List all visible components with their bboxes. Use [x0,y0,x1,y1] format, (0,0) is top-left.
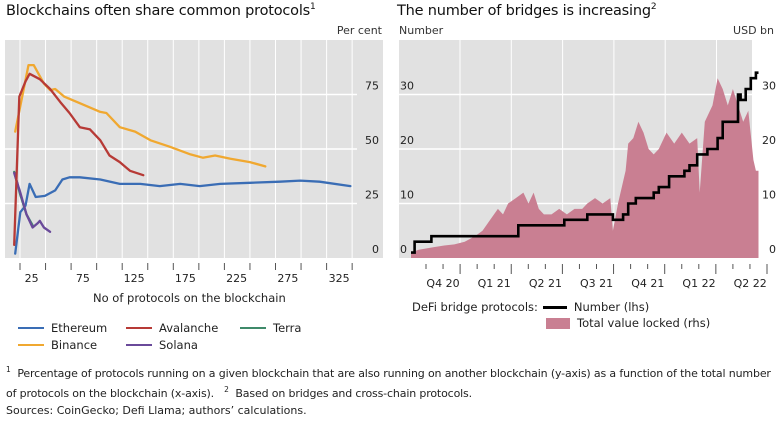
left-chart-title: Blockchains often share common protocols… [6,2,316,19]
legend-swatch-solana [126,343,152,347]
right-y-left-tick-label: 0 [400,243,407,256]
left-x-tick-label: 125 [124,272,145,285]
legend-swatch-terra [240,326,266,330]
series-line-number [411,71,759,254]
left-chart: 0 25 50 75 25 75 125 175 225 275 325 [5,40,383,285]
right-y-right-tick-label: 30 [762,80,776,93]
right-x-tick-label: Q4 21 [631,277,664,290]
legend-item-tvl: Total value locked (rhs) [546,316,710,330]
left-y-tick-label: 50 [365,134,379,147]
legend-swatch-binance [18,343,44,347]
legend-item-number: DeFi bridge protocols: Number (lhs) [412,300,649,314]
right-y-right-tick-label: 0 [769,243,776,256]
legend-label-terra: Terra [273,321,302,335]
left-y-tick-label: 75 [365,80,379,93]
legend-prefix: DeFi bridge protocols: [412,300,538,314]
right-y-right-tick-label: 20 [762,134,776,147]
right-chart-title: The number of bridges is increasing2 [397,2,657,19]
legend-item-terra: Terra [240,321,301,335]
left-x-tick-label: 175 [175,272,196,285]
footnote-2-text: Based on bridges and cross-chain protoco… [235,387,472,400]
right-x-tick-label: Q3 21 [580,277,613,290]
legend-item-ethereum: Ethereum [18,321,107,335]
right-y-unit-left: Number [399,24,444,37]
legend-label-binance: Binance [51,338,98,352]
legend-label-avalanche: Avalanche [159,321,219,335]
legend-label-solana: Solana [159,338,198,352]
legend-item-solana: Solana [126,338,198,352]
legend-swatch-ethereum [18,326,44,330]
legend-item-avalanche: Avalanche [126,321,218,335]
right-x-tick-label: Q4 20 [426,277,459,290]
right-x-tick-label: Q2 22 [734,277,767,290]
series-line-solana [13,171,52,233]
right-y-left-tick-label: 30 [400,80,414,93]
left-y-tick-label: 25 [365,189,379,202]
left-x-tick-label: 75 [76,272,90,285]
right-y-right-tick-label: 10 [762,189,776,202]
footnotes: 1 Percentage of protocols running on a g… [6,362,781,402]
right-chart-title-text: The number of bridges is increasing [397,3,651,19]
series-area-total-value-locked [411,78,759,258]
legend-swatch-tvl [546,317,570,329]
sources-note: Sources: CoinGecko; Defi Llama; authors’… [6,404,307,417]
left-x-tick-label: 325 [329,272,350,285]
right-y-left-tick-label: 20 [400,134,414,147]
left-x-axis-title: No of protocols on the blockchain [93,291,286,305]
right-x-tick-label: Q1 21 [478,277,511,290]
left-y-tick-label: 0 [372,243,379,256]
left-y-unit: Per cent [336,24,382,37]
legend-item-binance: Binance [18,338,97,352]
series-line-avalanche [13,72,145,247]
series-line-ethereum [14,176,352,255]
right-y-unit-right: USD bn [733,24,774,37]
legend-label-ethereum: Ethereum [51,321,108,335]
legend-swatch-avalanche [126,326,152,330]
left-x-tick-label: 25 [25,272,39,285]
charts-canvas: 0 25 50 75 25 75 125 175 225 275 325 0 10 20 30 0 10 20 3… [5,40,776,290]
left-x-tick-label: 275 [277,272,298,285]
legend-label-number: Number (lhs) [573,300,650,314]
legend-label-tvl: Total value locked (rhs) [577,316,711,330]
right-title-footnote-marker: 2 [650,2,657,12]
footnote-1-marker: 1 [6,365,11,374]
left-chart-title-text: Blockchains often share common protocols [6,3,311,19]
right-y-left-tick-label: 10 [400,189,414,202]
right-chart: 0 10 20 30 0 10 20 30 Q4 20 Q1 21 Q2 21 Q3 21 Q4 21 Q… [399,40,776,290]
left-title-footnote-marker: 1 [310,2,316,12]
right-x-tick-label: Q2 21 [529,277,562,290]
footnote-2-marker: 2 [224,385,229,394]
footnote-1-text: Percentage of protocols running on a giv… [6,367,771,400]
right-x-tick-label: Q1 22 [682,277,715,290]
left-x-tick-label: 225 [226,272,247,285]
legend-swatch-number [542,305,567,309]
